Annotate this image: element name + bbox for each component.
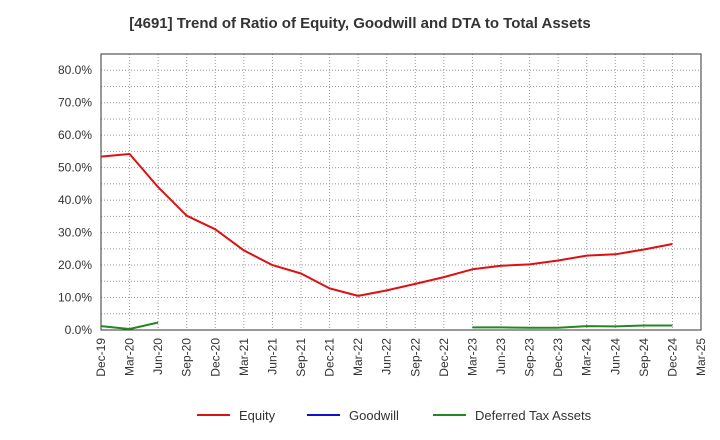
y-tick-label: 0.0% bbox=[65, 323, 93, 337]
y-axis: 0.0% 10.0% 20.0% 30.0% 40.0% 50.0% 60.0% 70.0% 8… bbox=[58, 63, 92, 337]
y-tick-label: 40.0% bbox=[58, 193, 92, 207]
legend: Equity Goodwill Deferred Tax Assets bbox=[197, 408, 592, 423]
x-axis: Dec-19 Mar-20 Jun-20 Sep-20 Dec-20 Mar-21 Jun-… bbox=[94, 338, 708, 377]
legend-label-goodwill: Goodwill bbox=[349, 408, 399, 423]
legend-label-equity: Equity bbox=[239, 408, 276, 423]
x-tick-label: Dec-24 bbox=[665, 338, 679, 377]
x-tick-label: Mar-24 bbox=[580, 338, 594, 376]
x-tick-label: Mar-22 bbox=[351, 338, 365, 376]
x-tick-label: Sep-21 bbox=[294, 338, 308, 377]
x-tick-label: Mar-20 bbox=[123, 338, 137, 376]
plot-area bbox=[100, 53, 702, 331]
x-tick-label: Jun-24 bbox=[608, 338, 622, 375]
series-line-equity bbox=[100, 153, 673, 297]
x-tick-label: Sep-23 bbox=[523, 338, 537, 377]
y-tick-label: 30.0% bbox=[58, 226, 92, 240]
y-tick-label: 80.0% bbox=[58, 63, 92, 77]
x-tick-label: Dec-21 bbox=[323, 338, 337, 377]
x-tick-label: Dec-20 bbox=[208, 338, 222, 377]
y-tick-label: 60.0% bbox=[58, 128, 92, 142]
legend-label-deferred-tax-assets: Deferred Tax Assets bbox=[475, 408, 592, 423]
x-tick-label: Jun-22 bbox=[380, 338, 394, 375]
x-tick-label: Sep-24 bbox=[637, 338, 651, 377]
y-tick-label: 50.0% bbox=[58, 161, 92, 175]
x-tick-label: Mar-23 bbox=[465, 338, 479, 376]
x-tick-label: Jun-21 bbox=[265, 338, 279, 375]
x-tick-label: Mar-25 bbox=[694, 338, 708, 376]
y-tick-label: 70.0% bbox=[58, 96, 92, 110]
chart-title: [4691] Trend of Ratio of Equity, Goodwil… bbox=[129, 15, 591, 32]
x-tick-label: Jun-20 bbox=[151, 338, 165, 375]
series-line-deferred-tax-assets bbox=[100, 321, 159, 330]
grid bbox=[101, 54, 701, 330]
x-tick-label: Dec-22 bbox=[437, 338, 451, 377]
x-tick-label: Sep-20 bbox=[180, 338, 194, 377]
x-tick-label: Sep-22 bbox=[408, 338, 422, 377]
x-tick-label: Dec-23 bbox=[551, 338, 565, 377]
x-tick-label: Mar-21 bbox=[237, 338, 251, 376]
series-line-deferred-tax-assets bbox=[472, 324, 673, 329]
x-tick-label: Jun-23 bbox=[494, 338, 508, 375]
x-tick-label: Dec-19 bbox=[94, 338, 108, 377]
y-tick-label: 10.0% bbox=[58, 291, 92, 305]
y-tick-label: 20.0% bbox=[58, 258, 92, 272]
series-layer bbox=[100, 153, 673, 330]
